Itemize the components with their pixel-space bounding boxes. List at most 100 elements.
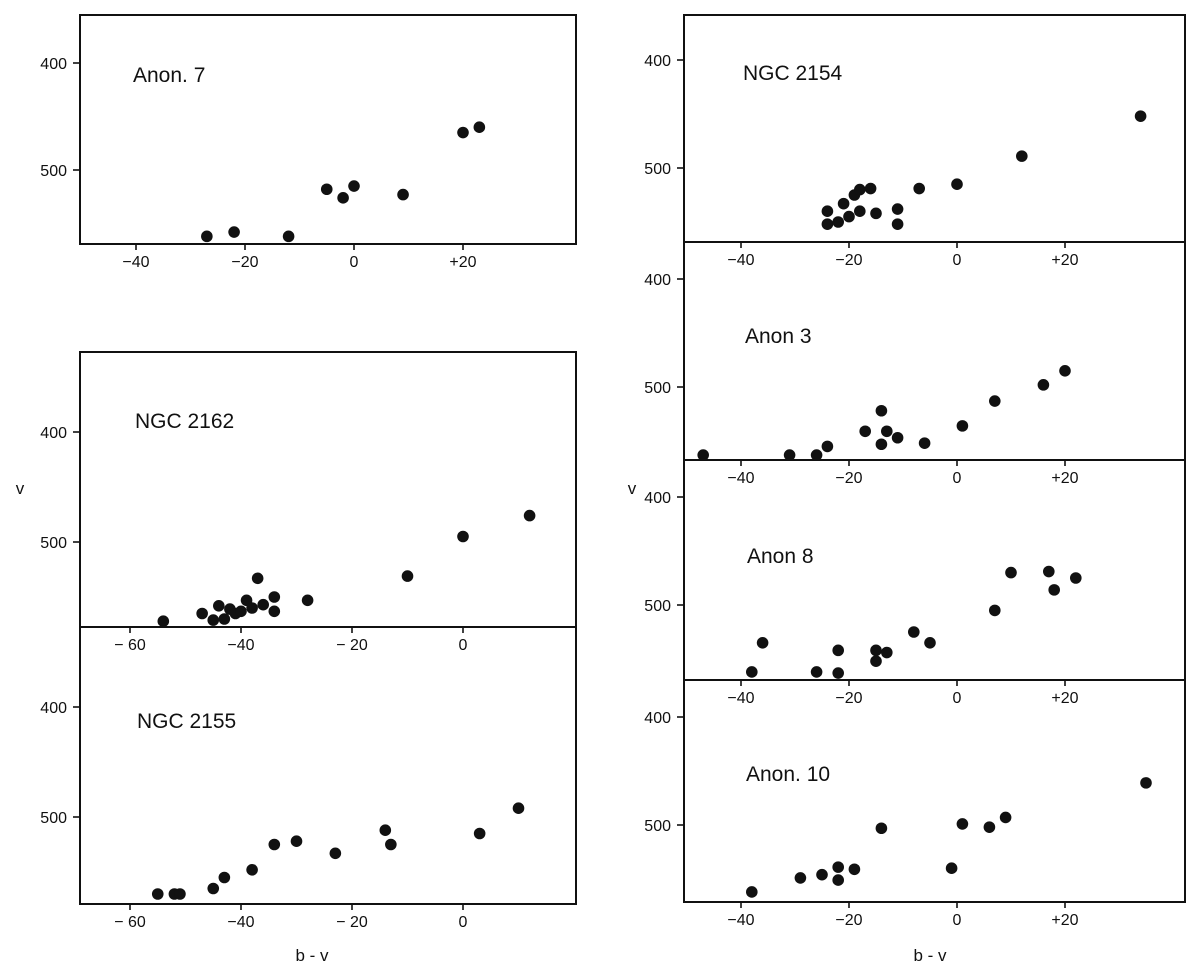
data-point [832, 861, 844, 873]
x-tick-label: − 60 [114, 914, 146, 931]
data-point [875, 404, 888, 417]
y-tick-label: 500 [644, 161, 671, 178]
data-point [945, 862, 958, 874]
data-point [891, 218, 904, 230]
plot-frame [683, 679, 1186, 903]
data-point [379, 824, 392, 836]
data-point [251, 572, 264, 585]
y-tick-label: 500 [644, 380, 671, 397]
data-point [956, 420, 969, 432]
x-tick-label: −40 [727, 470, 754, 487]
chart-anon-10: Anon. 10 −40 −20 0 +20 400 500 [644, 679, 1186, 929]
plot-frame [683, 241, 1186, 461]
x-tick-label: −40 [727, 912, 754, 929]
y-tick-label: 500 [40, 810, 67, 827]
data-point [870, 207, 882, 220]
data-point [875, 438, 888, 451]
data-point [870, 644, 882, 657]
x-tick-label: 0 [953, 470, 962, 487]
x-tick-label: −40 [727, 252, 754, 269]
x-tick-label: +20 [449, 254, 476, 271]
data-point [746, 886, 758, 898]
data-point [246, 864, 258, 876]
x-tick-label: − 60 [114, 637, 146, 654]
data-point [832, 874, 844, 886]
y-tick-label: 400 [644, 272, 671, 289]
data-point [837, 197, 850, 210]
data-point [1043, 565, 1055, 578]
y-tick-label: 400 [644, 710, 671, 727]
plot-frame [79, 626, 577, 905]
data-point [1037, 379, 1050, 391]
data-point [228, 226, 240, 238]
data-point [1048, 584, 1060, 596]
y-tick-label: 400 [644, 53, 671, 70]
data-point [870, 655, 882, 667]
x-tick-label: 0 [953, 690, 962, 707]
data-point [257, 598, 270, 611]
y-tick-label: 500 [40, 163, 67, 180]
data-point [207, 614, 220, 626]
data-point [1070, 572, 1082, 584]
data-point [457, 530, 469, 543]
data-point [385, 838, 397, 851]
data-point [864, 182, 877, 195]
data-point [697, 449, 709, 461]
data-point [821, 218, 834, 230]
plot-frame [79, 14, 577, 245]
x-tick-label: −40 [227, 637, 254, 654]
data-point [983, 821, 996, 833]
left-x-axis-label: b - v [295, 946, 329, 965]
panel-title: Anon 8 [747, 545, 814, 568]
data-point [756, 637, 769, 649]
data-point [218, 613, 231, 625]
data-point [875, 822, 888, 835]
data-point [956, 818, 969, 830]
x-tick-label: −20 [231, 254, 258, 271]
data-point [174, 888, 186, 900]
data-point [201, 230, 213, 243]
plot-frame [79, 351, 577, 628]
x-tick-label: −20 [835, 470, 862, 487]
data-point [1140, 777, 1152, 789]
x-tick-label: − 20 [336, 637, 368, 654]
data-point [832, 644, 844, 657]
data-point [268, 838, 281, 851]
data-point [891, 431, 904, 444]
chart-ngc-2154: NGC 2154 −40 −20 0 +20 400 500 [644, 14, 1186, 269]
data-point [908, 626, 920, 638]
panel-title: NGC 2155 [137, 710, 236, 733]
data-point [157, 615, 170, 627]
data-point [523, 509, 536, 522]
data-point [746, 666, 758, 678]
x-tick-label: 0 [459, 637, 468, 654]
x-tick-label: +20 [1051, 470, 1078, 487]
right-y-axis-label: v [628, 479, 637, 498]
data-point [401, 570, 414, 582]
x-tick-label: +20 [1051, 690, 1078, 707]
x-tick-label: 0 [953, 252, 962, 269]
y-tick-label: 500 [40, 535, 67, 552]
y-tick-label: 400 [644, 490, 671, 507]
panel-title: Anon 3 [745, 325, 812, 348]
chart-anon-3: Anon 3 −40 −20 0 +20 400 500 [644, 241, 1186, 487]
chart-ngc-2155: NGC 2155 − 60 −40 − 20 0 400 500 [40, 626, 577, 931]
panel-title: NGC 2162 [135, 410, 234, 433]
panel-title: Anon. 10 [746, 763, 830, 786]
chart-anon-8: Anon 8 −40 −20 0 +20 400 500 [644, 459, 1186, 707]
x-tick-label: −40 [727, 690, 754, 707]
x-tick-label: 0 [953, 912, 962, 929]
data-point [218, 871, 231, 884]
data-point [1005, 566, 1017, 579]
chart-anon-7: Anon. 7 −40 −20 0 +20 400 500 [40, 14, 577, 271]
x-tick-label: 0 [459, 914, 468, 931]
data-point [816, 868, 828, 881]
data-point [810, 666, 823, 678]
data-point [301, 594, 314, 607]
data-point [832, 216, 844, 228]
data-point [913, 182, 925, 195]
x-tick-label: −20 [835, 252, 862, 269]
data-point [246, 602, 258, 614]
data-point [810, 449, 823, 461]
data-point [329, 847, 342, 860]
